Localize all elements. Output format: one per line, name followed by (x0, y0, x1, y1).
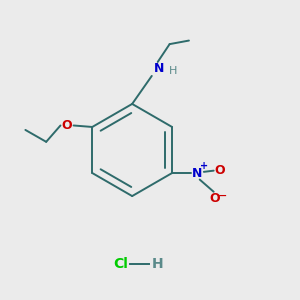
Text: O: O (214, 164, 225, 177)
Text: Cl: Cl (113, 257, 128, 272)
Text: O: O (209, 192, 220, 205)
Text: O: O (62, 119, 72, 132)
Text: N: N (154, 62, 164, 75)
Text: N: N (192, 167, 202, 179)
Text: H: H (169, 66, 178, 76)
Text: −: − (218, 191, 228, 201)
Text: H: H (152, 257, 163, 272)
Text: +: + (200, 160, 208, 171)
